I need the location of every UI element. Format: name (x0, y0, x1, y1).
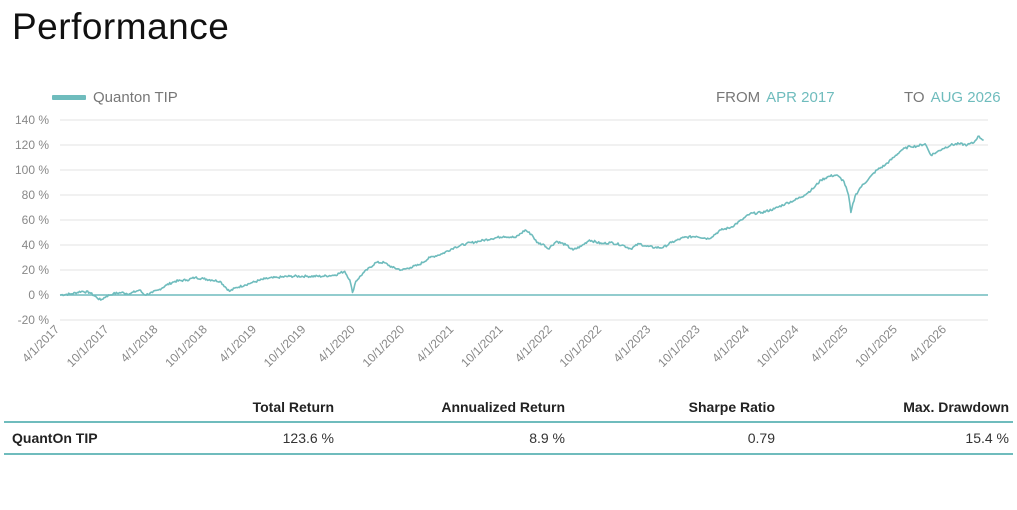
stats-header-row: Total Return Annualized Return Sharpe Ra… (4, 392, 1013, 423)
x-tick-label: 10/1/2017 (64, 322, 112, 370)
y-tick-label: 0 % (28, 288, 49, 302)
y-tick-label: 100 % (15, 163, 49, 177)
y-tick-label: -20 % (18, 313, 50, 327)
stats-header-max-drawdown: Max. Drawdown (903, 398, 1009, 415)
stats-total-return: 123.6 % (282, 430, 334, 446)
y-tick-label: 40 % (22, 238, 50, 252)
x-tick-label: 10/1/2023 (655, 322, 703, 370)
y-tick-label: 120 % (15, 138, 49, 152)
date-range-to: TO AUG 2026 (904, 89, 1001, 106)
x-tick-label: 10/1/2024 (754, 322, 802, 370)
y-tick-label: 80 % (22, 188, 50, 202)
y-tick-label: 140 % (15, 113, 49, 127)
x-tick-label: 10/1/2019 (261, 322, 309, 370)
stats-row: QuantOn TIP 123.6 % 8.9 % 0.79 15.4 % (4, 423, 1013, 455)
grid-layer (60, 119, 988, 321)
x-tick-label: 4/1/2024 (709, 322, 752, 365)
stats-table: Total Return Annualized Return Sharpe Ra… (4, 392, 1013, 455)
legend-series-label: Quanton TIP (93, 89, 178, 106)
x-axis-ticks: 4/1/2017 10/1/2017 4/1/2018 10/1/2018 4/1/20… (19, 322, 949, 370)
x-tick-label: 10/1/2021 (458, 322, 506, 370)
stats-header-total-return: Total Return (252, 398, 334, 415)
x-tick-label: 4/1/2017 (19, 322, 62, 365)
x-tick-label: 4/1/2023 (610, 322, 653, 365)
date-range-from: FROM APR 2017 (716, 89, 835, 106)
x-tick-label: 4/1/2022 (512, 322, 555, 365)
x-tick-label: 4/1/2026 (906, 322, 949, 365)
x-tick-label: 10/1/2025 (852, 322, 900, 370)
series-layer (59, 135, 984, 301)
y-tick-label: 60 % (22, 213, 50, 227)
range-from-value[interactable]: APR 2017 (766, 89, 835, 106)
stats-sharpe-ratio: 0.79 (747, 430, 775, 446)
stats-strategy-name: QuantOn TIP (12, 430, 98, 446)
chart-legend: Quanton TIP (52, 89, 178, 106)
performance-line-chart: -20 %0 %20 %40 %60 %80 %100 %120 %140 % … (15, 113, 988, 370)
page-title: Performance (12, 6, 230, 47)
range-to-label: TO (904, 89, 925, 106)
range-from-label: FROM (716, 89, 761, 106)
stats-header-sharpe-ratio: Sharpe Ratio (688, 398, 775, 415)
x-tick-label: 10/1/2020 (360, 322, 408, 370)
x-tick-label: 4/1/2025 (808, 322, 851, 365)
x-tick-label: 4/1/2021 (413, 322, 456, 365)
series-line (59, 135, 984, 301)
x-tick-label: 4/1/2020 (315, 322, 358, 365)
x-tick-label: 4/1/2019 (216, 322, 259, 365)
x-tick-label: 10/1/2018 (162, 322, 210, 370)
stats-annualized-return: 8.9 % (529, 430, 565, 446)
x-tick-label: 4/1/2018 (118, 322, 161, 365)
y-tick-label: 20 % (22, 263, 50, 277)
stats-max-drawdown: 15.4 % (965, 430, 1009, 446)
legend-swatch (52, 95, 86, 100)
y-axis-ticks: -20 % 0 % 20 % 40 % 60 % 80 % 100 % 120 % 140 % (15, 113, 49, 327)
range-to-value[interactable]: AUG 2026 (930, 89, 1001, 106)
stats-header-annualized-return: Annualized Return (441, 398, 565, 415)
x-tick-label: 10/1/2022 (557, 322, 605, 370)
